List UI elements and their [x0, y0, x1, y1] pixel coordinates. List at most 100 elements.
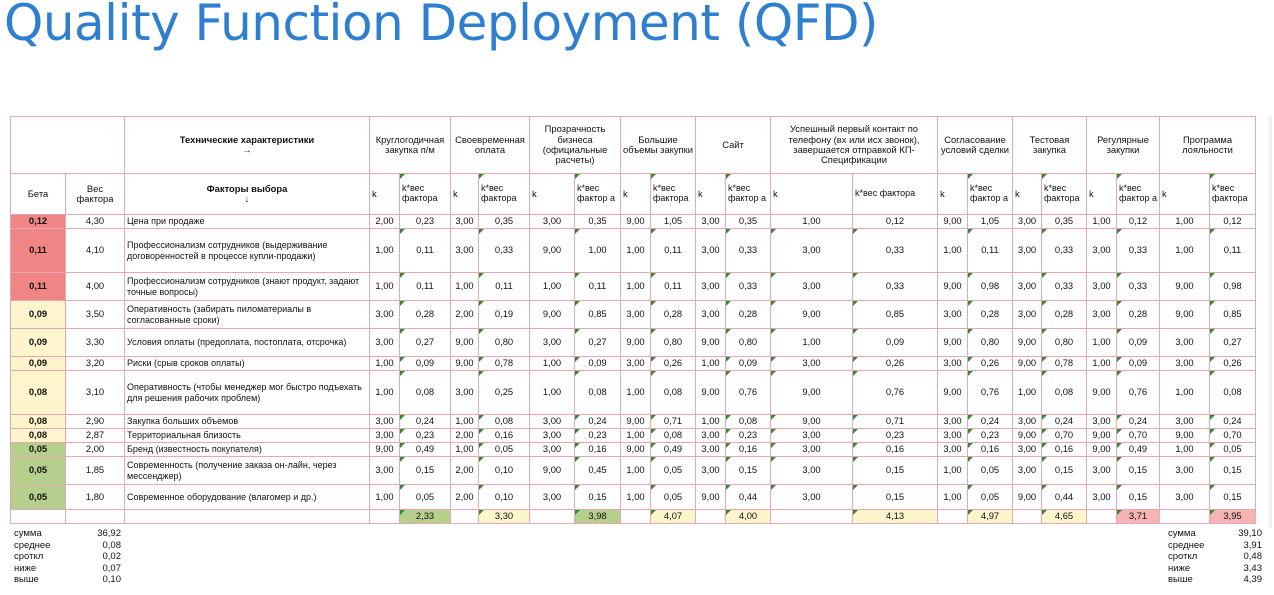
weighted-value-cell[interactable]: 0,10	[478, 484, 530, 510]
k-value-cell[interactable]: 9,00	[529, 456, 575, 485]
k-value-cell[interactable]: 3,00	[1012, 414, 1042, 429]
weighted-value-cell[interactable]: 0,80	[478, 328, 530, 357]
k-value-cell[interactable]: 1,00	[369, 370, 400, 415]
k-value-cell[interactable]: 9,00	[1159, 272, 1210, 301]
beta-value[interactable]: 0,11	[10, 228, 66, 273]
weighted-value-cell[interactable]: 0,49	[1116, 442, 1160, 457]
total-value-cell[interactable]: 3,71	[1116, 509, 1160, 524]
k-value-cell[interactable]: 2,00	[450, 484, 479, 510]
weight-value[interactable]: 4,30	[65, 214, 125, 229]
k-value-cell[interactable]: 3,00	[1012, 228, 1042, 273]
weighted-value-cell[interactable]: 0,44	[725, 484, 771, 510]
k-value-cell[interactable]: 1,00	[620, 272, 651, 301]
k-value-cell[interactable]: 1,00	[529, 356, 575, 371]
weighted-value-cell[interactable]: 0,11	[399, 272, 451, 301]
weighted-value-cell[interactable]: 0,15	[574, 484, 621, 510]
k-value-cell[interactable]: 3,00	[1086, 456, 1117, 485]
weighted-value-cell[interactable]: 0,80	[650, 328, 696, 357]
k-value-cell[interactable]: 1,00	[937, 484, 968, 510]
weight-value[interactable]: 3,50	[65, 300, 125, 329]
k-value-cell[interactable]: 3,00	[369, 300, 400, 329]
beta-value[interactable]: 0,09	[10, 300, 66, 329]
weighted-value-cell[interactable]: 0,08	[1209, 370, 1256, 415]
weighted-value-cell[interactable]: 0,23	[574, 428, 621, 443]
weighted-value-cell[interactable]: 0,08	[399, 370, 451, 415]
factor-name[interactable]: Профессионализм сотрудников (выдерживани…	[124, 228, 370, 273]
weighted-value-cell[interactable]: 0,33	[725, 272, 771, 301]
k-value-cell[interactable]: 9,00	[937, 328, 968, 357]
k-value-cell[interactable]: 1,00	[620, 456, 651, 485]
k-value-cell[interactable]: 3,00	[1086, 484, 1117, 510]
k-value-cell[interactable]: 1,00	[450, 272, 479, 301]
stat-value[interactable]: 0,10	[102, 574, 122, 586]
k-value-cell[interactable]: 9,00	[1012, 484, 1042, 510]
k-value-cell[interactable]: 1,00	[620, 370, 651, 415]
weighted-value-cell[interactable]: 0,27	[1209, 328, 1256, 357]
factor-name[interactable]: Риски (срыв сроков оплаты)	[124, 356, 370, 371]
total-value-cell[interactable]: 4,65	[1041, 509, 1087, 524]
weighted-value-cell[interactable]: 0,16	[478, 428, 530, 443]
weighted-value-cell[interactable]: 0,26	[1209, 356, 1256, 371]
k-value-cell[interactable]: 3,00	[937, 356, 968, 371]
weight-value[interactable]: 1,80	[65, 484, 125, 510]
k-value-cell[interactable]: 1,00	[529, 370, 575, 415]
weight-value[interactable]: 2,90	[65, 414, 125, 429]
k-value-cell[interactable]: 3,00	[937, 414, 968, 429]
k-value-cell[interactable]: 1,00	[369, 356, 400, 371]
stat-value[interactable]: 3,43	[1243, 562, 1263, 574]
weighted-value-cell[interactable]: 0,35	[1041, 214, 1087, 229]
weighted-value-cell[interactable]: 0,98	[1209, 272, 1256, 301]
weighted-value-cell[interactable]: 0,23	[399, 428, 451, 443]
weighted-value-cell[interactable]: 0,05	[967, 456, 1013, 485]
weighted-value-cell[interactable]: 0,08	[650, 370, 696, 415]
k-value-cell[interactable]: 1,00	[1012, 370, 1042, 415]
stat-value[interactable]: 39,10	[1238, 528, 1262, 539]
k-value-cell[interactable]: 3,00	[450, 214, 479, 229]
k-value-cell[interactable]: 1,00	[1159, 228, 1210, 273]
weighted-value-cell[interactable]: 0,08	[574, 370, 621, 415]
k-value-cell[interactable]: 1,00	[450, 414, 479, 429]
k-value-cell[interactable]: 9,00	[1159, 428, 1210, 443]
k-value-cell[interactable]: 3,00	[695, 272, 726, 301]
k-value-cell[interactable]: 1,00	[1086, 214, 1117, 229]
k-value-cell[interactable]: 1,00	[770, 328, 853, 357]
k-value-cell[interactable]: 3,00	[1012, 442, 1042, 457]
k-value-cell[interactable]: 1,00	[620, 228, 651, 273]
k-value-cell[interactable]: 3,00	[937, 300, 968, 329]
k-value-cell[interactable]: 9,00	[529, 300, 575, 329]
factor-name[interactable]: Оперативность (чтобы менеджер мог быстро…	[124, 370, 370, 415]
weighted-value-cell[interactable]: 0,26	[852, 356, 938, 371]
weighted-value-cell[interactable]: 0,08	[725, 414, 771, 429]
weighted-value-cell[interactable]: 0,23	[399, 214, 451, 229]
k-value-cell[interactable]: 3,00	[770, 228, 853, 273]
k-value-cell[interactable]: 9,00	[620, 414, 651, 429]
weighted-value-cell[interactable]: 0,26	[967, 356, 1013, 371]
k-value-cell[interactable]: 3,00	[695, 428, 726, 443]
weighted-value-cell[interactable]: 0,24	[1041, 414, 1087, 429]
stat-value[interactable]: 0,07	[102, 562, 122, 574]
stat-value[interactable]: 4,39	[1243, 574, 1263, 586]
weight-value[interactable]: 3,30	[65, 328, 125, 357]
beta-value[interactable]: 0,08	[10, 370, 66, 415]
k-value-cell[interactable]: 9,00	[450, 356, 479, 371]
k-value-cell[interactable]: 9,00	[369, 442, 400, 457]
total-value-cell[interactable]: 2,33	[399, 509, 451, 524]
weighted-value-cell[interactable]: 0,09	[852, 328, 938, 357]
weighted-value-cell[interactable]: 0,76	[725, 370, 771, 415]
weighted-value-cell[interactable]: 0,28	[399, 300, 451, 329]
k-value-cell[interactable]: 3,00	[1086, 300, 1117, 329]
beta-value[interactable]: 0,09	[10, 328, 66, 357]
weighted-value-cell[interactable]: 0,08	[650, 428, 696, 443]
weighted-value-cell[interactable]: 0,24	[1116, 414, 1160, 429]
weighted-value-cell[interactable]: 0,70	[1041, 428, 1087, 443]
k-value-cell[interactable]: 9,00	[1012, 428, 1042, 443]
weight-value[interactable]: 2,00	[65, 442, 125, 457]
weighted-value-cell[interactable]: 0,33	[852, 228, 938, 273]
weighted-value-cell[interactable]: 0,76	[852, 370, 938, 415]
k-value-cell[interactable]: 3,00	[695, 456, 726, 485]
k-value-cell[interactable]: 3,00	[1159, 414, 1210, 429]
weighted-value-cell[interactable]: 0,25	[478, 370, 530, 415]
k-value-cell[interactable]: 1,00	[770, 214, 853, 229]
k-value-cell[interactable]: 1,00	[1086, 328, 1117, 357]
weighted-value-cell[interactable]: 0,33	[725, 228, 771, 273]
